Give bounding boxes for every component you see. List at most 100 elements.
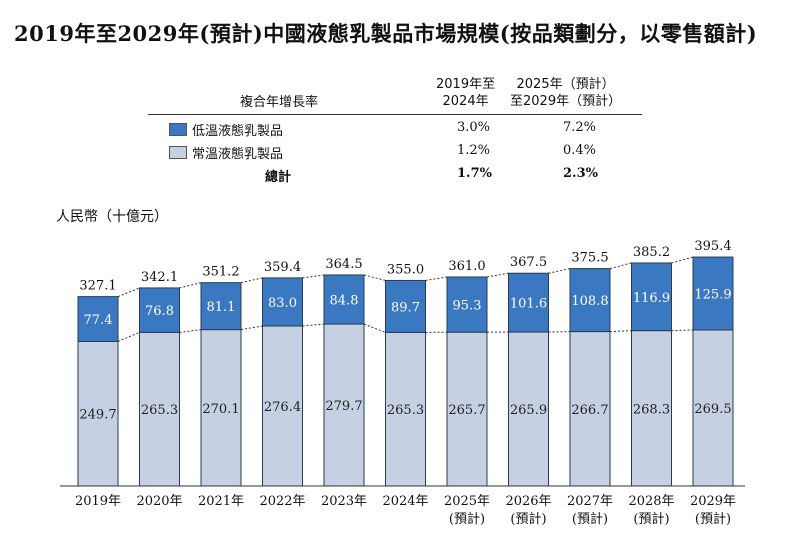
data-label-ambient: 266.7 bbox=[571, 403, 608, 418]
data-label-ambient: 265.9 bbox=[510, 403, 547, 418]
bar-ambient bbox=[323, 323, 365, 487]
x-tick-sublabel: (預計) bbox=[449, 511, 485, 527]
data-label-total: 359.4 bbox=[264, 260, 301, 275]
cagr-ambient-col2: 0.4% bbox=[563, 143, 597, 158]
data-label-ambient: 269.5 bbox=[694, 402, 731, 417]
connector-total bbox=[486, 272, 509, 278]
data-label-chilled: 125.9 bbox=[694, 288, 731, 303]
data-label-chilled: 89.7 bbox=[391, 300, 420, 315]
bar-ambient bbox=[385, 331, 426, 487]
connector-segment bbox=[179, 329, 202, 333]
bar-chilled bbox=[508, 272, 549, 333]
data-label-chilled: 116.9 bbox=[633, 291, 670, 306]
x-tick-sublabel: (預計) bbox=[633, 511, 669, 527]
data-label-total: 364.5 bbox=[325, 257, 362, 272]
bar-ambient bbox=[631, 330, 672, 487]
cagr-total-col2: 2.3% bbox=[563, 166, 598, 181]
connector-total bbox=[363, 274, 386, 281]
cagr-col2-header: 2025年（預計） 至2029年（預計） bbox=[510, 76, 621, 110]
data-label-chilled: 83.0 bbox=[268, 296, 297, 311]
total-label: 總計 bbox=[265, 170, 292, 185]
data-label-total: 385.2 bbox=[633, 245, 670, 260]
connector-segment bbox=[117, 331, 140, 342]
connector-segment bbox=[671, 329, 694, 332]
connector-total bbox=[548, 268, 571, 274]
data-label-ambient: 276.4 bbox=[264, 400, 301, 415]
legend-swatch-chilled bbox=[169, 123, 187, 136]
data-label-chilled: 95.3 bbox=[453, 299, 482, 314]
data-label-chilled: 101.6 bbox=[510, 297, 547, 312]
data-label-chilled: 77.4 bbox=[84, 313, 113, 328]
data-label-total: 367.5 bbox=[510, 255, 547, 270]
x-tick-label: 2028年 bbox=[628, 494, 674, 509]
connector-total bbox=[609, 262, 632, 270]
bar-ambient bbox=[508, 331, 549, 487]
table-rule bbox=[148, 114, 642, 115]
col2-header-line1: 2025年（預計） bbox=[516, 77, 615, 92]
bar-ambient bbox=[446, 331, 488, 487]
x-tick-label: 2027年 bbox=[567, 494, 613, 509]
data-label-ambient: 270.1 bbox=[202, 402, 239, 417]
data-label-total: 361.0 bbox=[448, 259, 485, 274]
data-label-total: 355.0 bbox=[387, 262, 424, 277]
bar-chilled bbox=[200, 282, 242, 331]
y-axis-label: 人民幣（十億元） bbox=[56, 209, 168, 225]
legend-label-ambient: 常溫液態乳製品 bbox=[192, 147, 284, 162]
connector-total bbox=[671, 256, 694, 264]
x-tick-label: 2023年 bbox=[321, 494, 367, 509]
connector-segment bbox=[302, 323, 325, 327]
data-label-chilled: 108.8 bbox=[571, 294, 608, 309]
connector-total bbox=[179, 282, 202, 289]
col1-header-line2: 2024年 bbox=[442, 94, 489, 109]
data-label-ambient: 265.3 bbox=[387, 403, 424, 418]
cagr-chilled-col2: 7.2% bbox=[563, 120, 597, 135]
connector-total bbox=[240, 277, 263, 284]
cagr-ambient-col1: 1.2% bbox=[457, 143, 491, 158]
data-label-chilled: 84.8 bbox=[330, 294, 359, 309]
data-label-chilled: 81.1 bbox=[207, 300, 236, 315]
chart-title: 2019年至2029年(預計)中國液態乳製品市場規模(按品類劃分，以零售額計) bbox=[14, 21, 758, 46]
data-label-ambient: 265.7 bbox=[448, 403, 485, 418]
col2-header-line2: 至2029年（預計） bbox=[510, 94, 622, 109]
data-label-total: 395.4 bbox=[694, 239, 731, 254]
connector-total bbox=[117, 287, 140, 298]
connector-segment bbox=[363, 323, 386, 333]
data-label-total: 327.1 bbox=[79, 279, 116, 294]
x-tick-label: 2025年 bbox=[444, 494, 490, 509]
connector-segment bbox=[240, 325, 263, 331]
bar-ambient bbox=[569, 331, 611, 487]
data-label-ambient: 249.7 bbox=[79, 408, 116, 423]
x-tick-label: 2019年 bbox=[75, 494, 121, 509]
data-label-ambient: 279.7 bbox=[325, 399, 362, 414]
cagr-chilled-col1: 3.0% bbox=[457, 120, 491, 135]
cagr-header-label: 複合年增長率 bbox=[240, 95, 319, 110]
bar-chilled bbox=[77, 296, 119, 342]
data-label-ambient: 268.3 bbox=[633, 402, 670, 417]
data-label-total: 351.2 bbox=[202, 265, 239, 280]
x-tick-sublabel: (預計) bbox=[510, 511, 546, 527]
bar-ambient bbox=[692, 329, 734, 487]
x-tick-label: 2020年 bbox=[136, 494, 182, 509]
connector-total bbox=[302, 274, 325, 279]
data-label-total: 342.1 bbox=[141, 270, 178, 285]
data-label-chilled: 76.8 bbox=[145, 304, 174, 319]
cagr-col1-header: 2019年至 2024年 bbox=[436, 76, 495, 110]
bar-chilled bbox=[692, 256, 734, 331]
bar-chilled bbox=[385, 279, 426, 333]
col1-header-line1: 2019年至 bbox=[436, 77, 496, 92]
x-tick-label: 2021年 bbox=[198, 494, 244, 509]
data-label-total: 375.5 bbox=[571, 251, 608, 266]
legend-swatch-ambient bbox=[169, 146, 187, 159]
x-tick-label: 2022年 bbox=[259, 494, 305, 509]
x-tick-label: 2029年 bbox=[690, 494, 736, 509]
bar-chilled bbox=[446, 276, 488, 333]
data-label-ambient: 265.3 bbox=[141, 403, 178, 418]
connector-total bbox=[425, 276, 448, 281]
x-tick-label: 2024年 bbox=[382, 494, 428, 509]
bar-chilled bbox=[262, 277, 303, 327]
bar-chilled bbox=[631, 262, 672, 332]
cagr-total-col1: 1.7% bbox=[457, 166, 492, 181]
x-tick-sublabel: (預計) bbox=[695, 511, 731, 527]
bar-ambient bbox=[77, 340, 119, 487]
